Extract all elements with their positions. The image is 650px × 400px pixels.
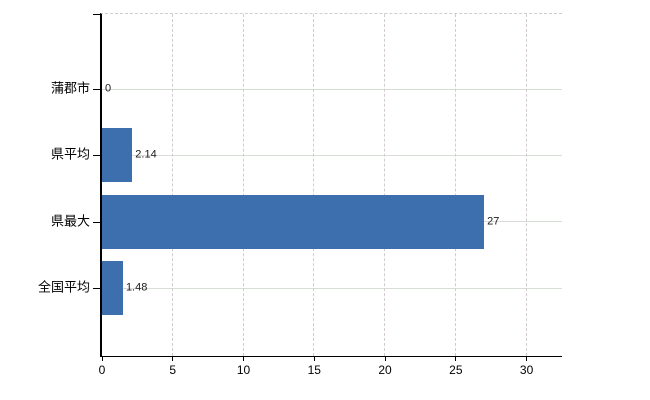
y-axis-tick [93,155,100,157]
x-axis-tick [526,357,528,361]
y-axis-tick [93,288,100,289]
x-tick-label: 5 [169,363,177,377]
v-gridline [454,14,456,356]
category-label: 全国平均 [37,279,90,295]
category-label: 県最大 [50,213,90,229]
bar-value-label: 1.48 [125,281,148,294]
bar-value-label: 0 [105,82,112,95]
x-axis-tick [243,357,245,361]
x-axis-tick [455,357,457,361]
x-tick-label: 20 [378,363,392,377]
y-axis-tick [93,221,100,223]
bar [102,194,485,249]
x-axis-tick [313,357,315,361]
plot-area: 0 5 10 15 20 25 30 0 2.14 27 1.48 [93,13,562,376]
bar-value-label: 2.14 [135,148,157,161]
y-axis-tick [93,89,100,91]
v-gridline [384,14,386,356]
y-axis-end-tick [93,14,100,15]
x-tick-label: 25 [449,363,463,377]
x-axis-tick [101,357,103,361]
v-gridline [171,14,173,356]
x-tick-label: 0 [98,363,106,377]
v-gridline [525,14,527,356]
x-tick-label: 10 [236,363,251,377]
x-axis-tick [384,357,386,361]
v-gridline [242,14,244,356]
h-gridline [102,154,562,156]
bar [102,128,133,183]
x-tick-label: 15 [307,363,321,377]
category-label: 県平均 [50,146,90,162]
h-gridline [102,88,562,90]
h-gridline [102,287,562,289]
x-tick-label: 30 [519,363,534,377]
bar [102,261,123,315]
v-gridline [313,14,315,356]
bar-value-label: 27 [487,215,500,228]
category-label: 蒲郡市 [50,80,90,96]
x-axis-tick [172,357,174,361]
